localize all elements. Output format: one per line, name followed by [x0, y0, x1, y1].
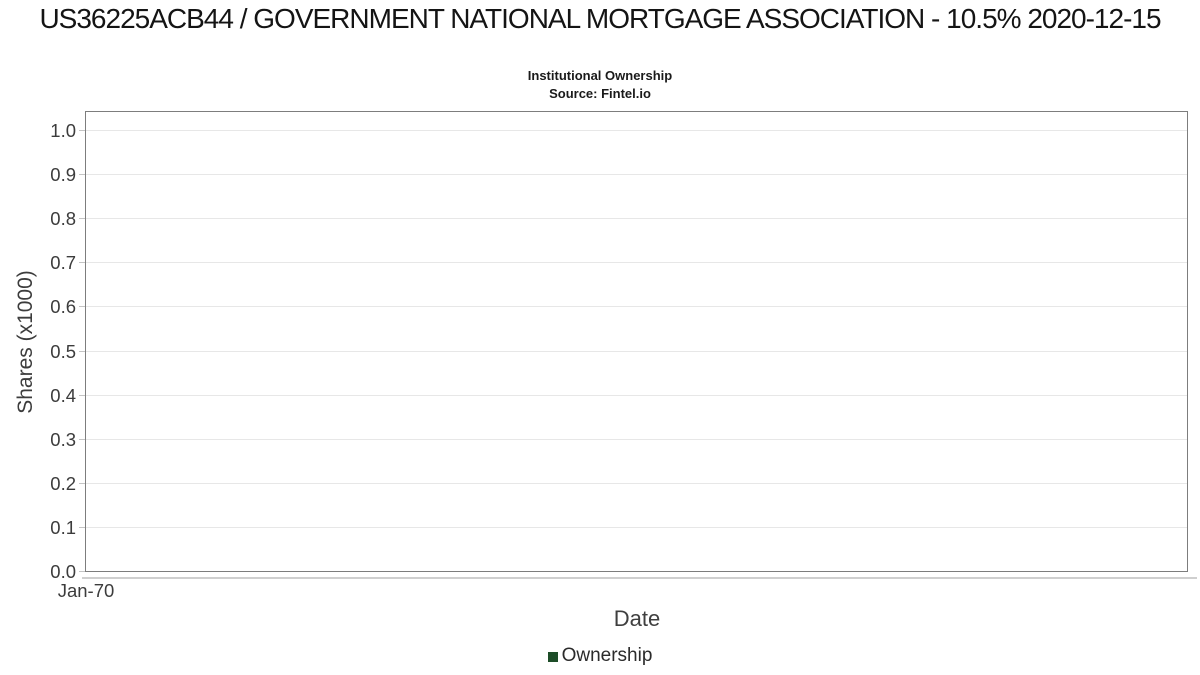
gridline: [86, 174, 1187, 175]
chart-subtitle: Institutional Ownership: [527, 68, 673, 83]
gridline: [86, 351, 1187, 352]
y-axis-tick-mark: [79, 571, 85, 572]
y-axis-tick-mark: [79, 174, 85, 175]
x-axis-tick-label: Jan-70: [57, 580, 115, 601]
y-axis-tick-mark: [79, 395, 85, 396]
gridline: [86, 439, 1187, 440]
y-axis-tick-label: 0.4: [50, 385, 76, 406]
y-axis-tick-label: 0.0: [50, 561, 76, 582]
x-axis-title: Date: [613, 606, 661, 631]
x-axis-underline: [82, 577, 1197, 579]
gridline: [86, 483, 1187, 484]
y-axis-tick-label: 0.5: [50, 341, 76, 362]
y-axis-tick-label: 0.1: [50, 517, 76, 538]
chart-title: US36225ACB44 / GOVERNMENT NATIONAL MORTG…: [39, 3, 1161, 34]
gridline: [86, 527, 1187, 528]
gridline: [86, 306, 1187, 307]
y-axis-tick-label: 0.7: [50, 252, 76, 273]
chart-source: Source: Fintel.io: [549, 86, 651, 101]
gridline: [86, 262, 1187, 263]
gridline: [86, 218, 1187, 219]
y-axis-tick-mark: [79, 130, 85, 131]
y-axis-tick-mark: [79, 262, 85, 263]
y-axis-tick-mark: [79, 527, 85, 528]
legend-label-ownership: Ownership: [561, 645, 653, 666]
y-axis-tick-mark: [79, 351, 85, 352]
y-axis-tick-label: 0.6: [50, 296, 76, 317]
y-axis-tick-label: 0.9: [50, 164, 76, 185]
y-axis-tick-mark: [79, 483, 85, 484]
gridline: [86, 130, 1187, 131]
y-axis-tick-mark: [79, 439, 85, 440]
legend: Ownership: [0, 645, 1200, 667]
y-axis-tick-label: 0.2: [50, 473, 76, 494]
legend-swatch-ownership: [547, 652, 558, 662]
y-axis-tick-label: 0.3: [50, 429, 76, 450]
y-axis-tick-label: 1.0: [50, 120, 76, 141]
gridline: [86, 395, 1187, 396]
y-axis-tick-mark: [79, 218, 85, 219]
y-axis-tick-mark: [79, 306, 85, 307]
y-axis-tick-label: 0.8: [50, 208, 76, 229]
plot-area: [85, 111, 1188, 572]
